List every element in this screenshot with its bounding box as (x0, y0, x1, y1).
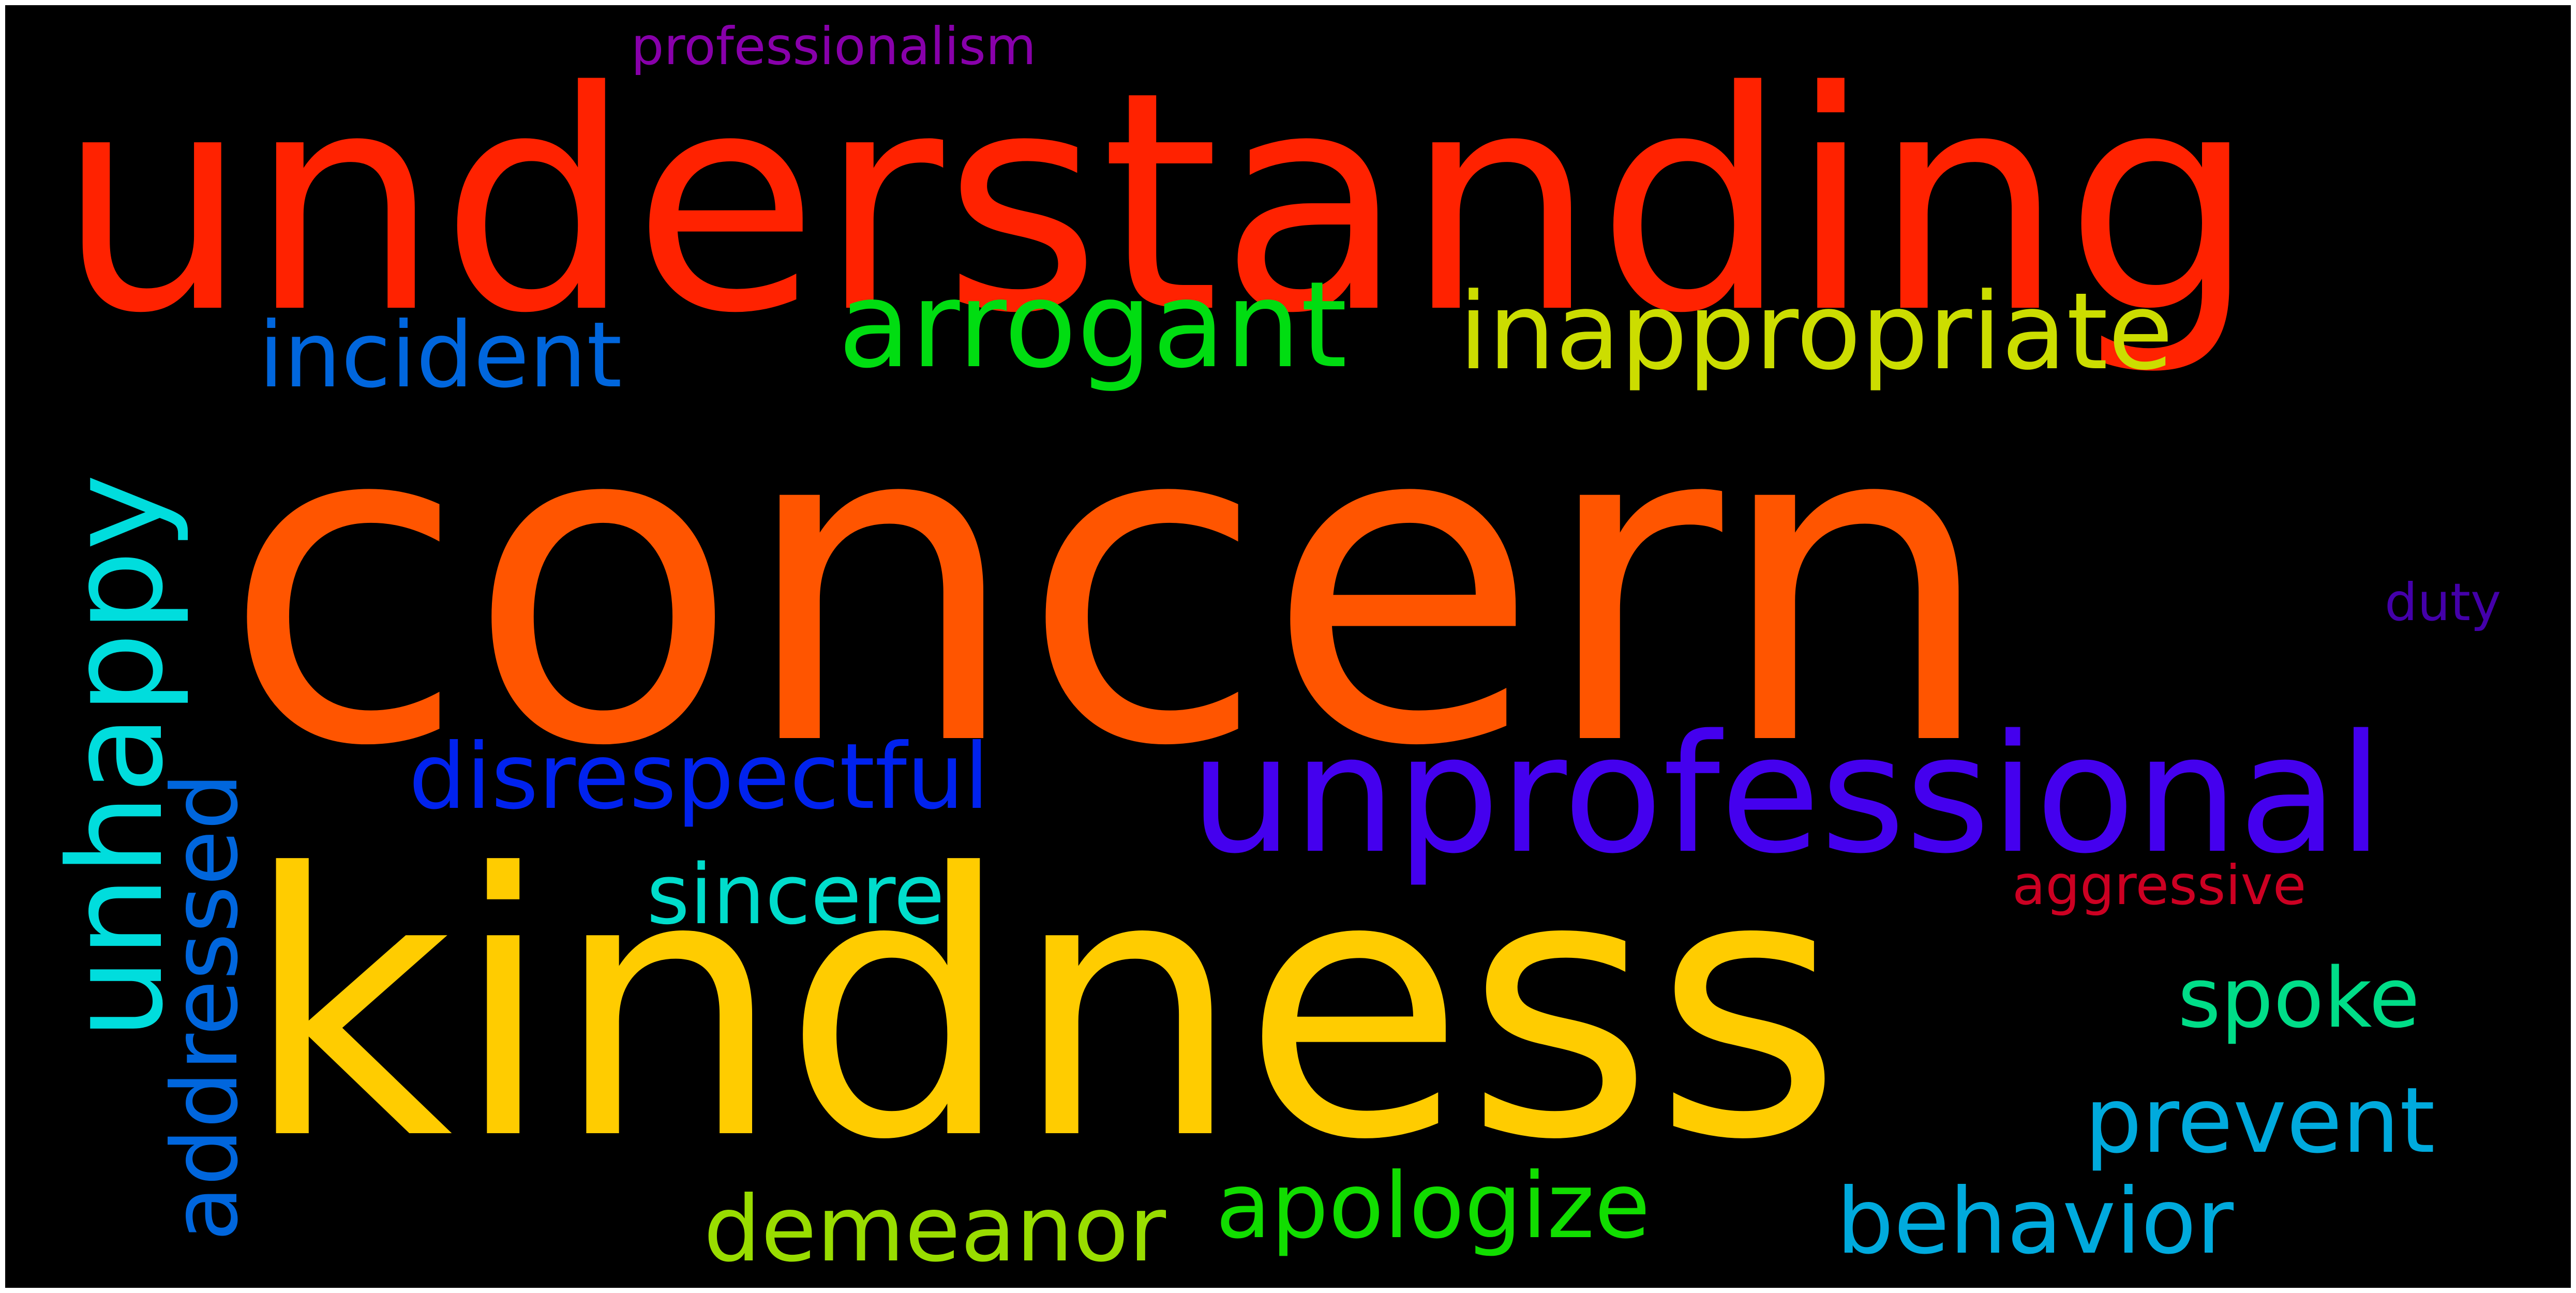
word-unprofessional: unprofessional (1190, 700, 2384, 890)
word-apologize: apologize (1216, 1154, 1651, 1259)
word-cloud: professionalism understanding incident a… (5, 5, 2571, 1288)
word-concern: concern (222, 325, 1997, 843)
word-kindness: kindness (243, 798, 1843, 1219)
word-addressed: addressed (153, 772, 258, 1241)
word-inappropriate: inappropriate (1459, 270, 2174, 394)
word-duty: duty (2385, 572, 2502, 633)
word-understanding: understanding (57, 27, 2257, 379)
word-professionalism: professionalism (631, 16, 1037, 77)
word-prevent: prevent (2085, 1069, 2435, 1174)
word-arrogant: arrogant (838, 257, 1347, 395)
word-aggressive: aggressive (2012, 854, 2307, 917)
word-disrespectful: disrespectful (409, 725, 990, 830)
word-demeanor: demeanor (703, 1177, 1166, 1282)
word-incident: incident (259, 303, 622, 408)
word-behavior: behavior (1836, 1169, 2234, 1274)
word-sincere: sincere (647, 846, 945, 943)
word-spoke: spoke (2178, 950, 2420, 1046)
